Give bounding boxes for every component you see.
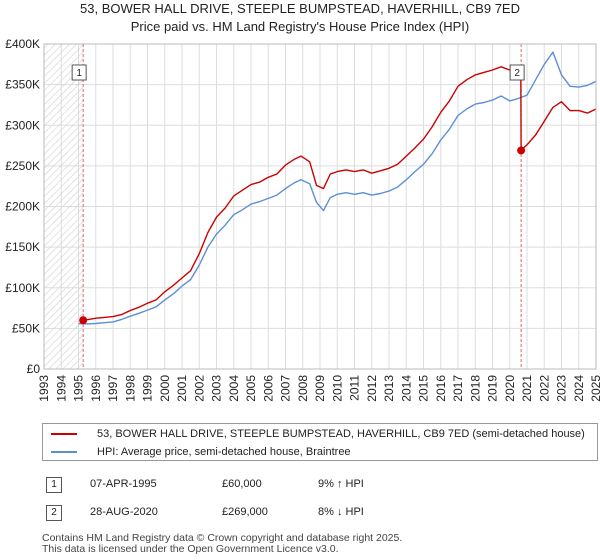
x-tick-label: 2002 <box>192 375 206 402</box>
x-tick-label: 2004 <box>227 375 241 402</box>
footer-copyright: Contains HM Land Registry data © Crown c… <box>42 532 403 544</box>
sale-label-box <box>71 64 87 81</box>
x-tick-label: 2016 <box>434 375 448 402</box>
transaction-date: 28-AUG-2020 <box>90 506 158 518</box>
hpi-line <box>78 51 597 325</box>
x-tick-label: 2018 <box>468 375 482 402</box>
x-tick-label: 2014 <box>399 375 413 402</box>
sale-label-number: 2 <box>514 68 520 79</box>
transaction-number: 1 <box>46 477 62 493</box>
y-tick-label: £250K <box>5 159 40 173</box>
chart-title: 53, BOWER HALL DRIVE, STEEPLE BUMPSTEAD,… <box>80 1 520 16</box>
transaction-date: 07-APR-1995 <box>90 478 157 490</box>
x-tick-label: 2011 <box>348 375 362 401</box>
x-tick-label: 2022 <box>537 375 551 402</box>
sale-label-number: 1 <box>76 68 82 79</box>
x-tick-label: 2019 <box>486 375 500 402</box>
x-tick-label: 2021 <box>520 375 534 402</box>
plot-frame <box>43 43 597 370</box>
x-tick-label: 1996 <box>89 375 103 402</box>
x-tick-label: 2006 <box>261 375 275 402</box>
x-tick-label: 2010 <box>330 375 344 402</box>
chart-subtitle: Price paid vs. HM Land Registry's House … <box>130 19 470 34</box>
pre-sale-hatch <box>44 44 84 369</box>
y-tick-label: £350K <box>5 78 40 92</box>
y-tick-label: £150K <box>5 240 40 254</box>
x-tick-label: 2001 <box>175 375 189 402</box>
y-tick-label: £50K <box>12 321 40 335</box>
transaction-price: £60,000 <box>222 478 262 490</box>
y-tick-label: £300K <box>5 118 40 132</box>
transaction-hpi-diff: 9% ↑ HPI <box>318 478 364 490</box>
legend-label-hpi: HPI: Average price, semi-detached house,… <box>97 446 351 458</box>
x-tick-label: 2017 <box>451 375 465 402</box>
x-tick-label: 2012 <box>365 375 379 402</box>
footer-licence: This data is licensed under the Open Gov… <box>42 543 339 555</box>
y-tick-label: £200K <box>5 200 40 214</box>
sale-point <box>517 146 526 155</box>
legend: 53, BOWER HALL DRIVE, STEEPLE BUMPSTEAD,… <box>42 423 598 461</box>
x-tick-label: 2008 <box>296 375 310 402</box>
transaction-number: 2 <box>46 505 62 521</box>
legend-item-hpi: HPI: Average price, semi-detached house,… <box>51 443 351 461</box>
sale-point <box>79 316 88 325</box>
y-tick-label: £400K <box>5 37 40 51</box>
y-tick-label: £100K <box>5 281 40 295</box>
y-tick-label: £0 <box>27 362 41 376</box>
transaction-hpi-diff: 8% ↓ HPI <box>318 506 364 518</box>
x-tick-label: 2023 <box>555 375 569 402</box>
x-tick-label: 1997 <box>106 375 120 402</box>
x-tick-label: 1998 <box>123 375 137 402</box>
x-tick-label: 2005 <box>244 375 258 402</box>
x-tick-label: 2024 <box>572 375 586 402</box>
x-tick-label: 2013 <box>382 375 396 402</box>
sale-label-box <box>509 64 525 81</box>
x-tick-label: 1993 <box>37 375 51 402</box>
x-tick-label: 2007 <box>279 375 293 402</box>
x-tick-label: 1995 <box>72 375 86 402</box>
legend-item-property: 53, BOWER HALL DRIVE, STEEPLE BUMPSTEAD,… <box>51 425 585 443</box>
x-tick-label: 2009 <box>313 375 327 402</box>
legend-swatch-hpi <box>51 451 77 453</box>
x-tick-label: 1994 <box>54 375 68 402</box>
price-chart: 1 2 £0 £50K £100K £150K £200K £250K £300K £350K £… <box>5 37 600 402</box>
x-tick-label: 2025 <box>589 375 600 402</box>
transaction-price: £269,000 <box>222 506 268 518</box>
x-tick-label: 2015 <box>417 375 431 402</box>
x-tick-label: 2020 <box>503 375 517 402</box>
x-tick-label: 1999 <box>141 375 155 402</box>
legend-label-property: 53, BOWER HALL DRIVE, STEEPLE BUMPSTEAD,… <box>97 428 585 440</box>
x-tick-label: 2003 <box>210 375 224 402</box>
legend-swatch-property <box>51 433 77 435</box>
x-tick-label: 2000 <box>158 375 172 402</box>
